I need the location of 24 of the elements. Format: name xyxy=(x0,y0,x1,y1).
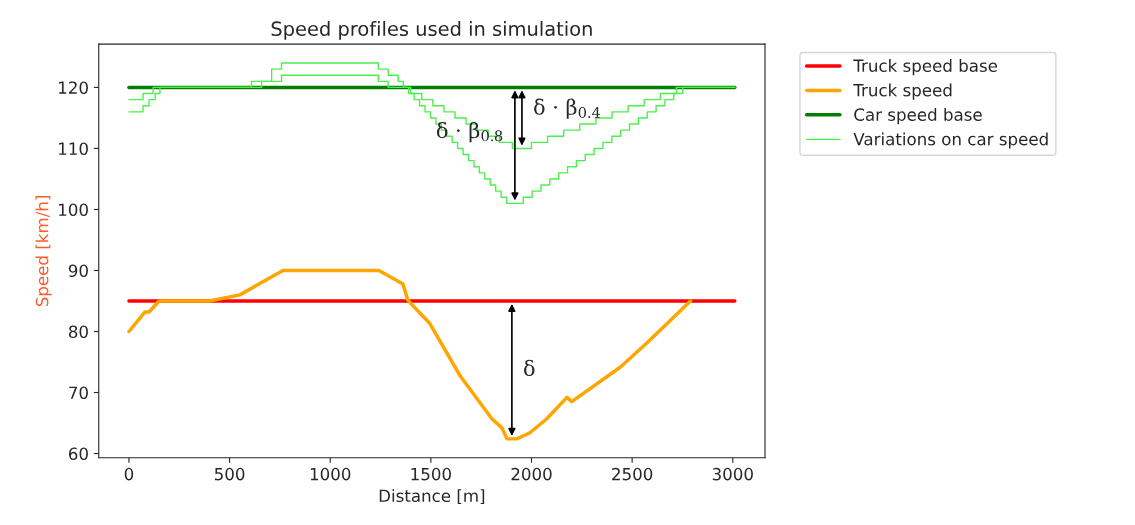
x-axis-title: Distance [m] xyxy=(379,489,485,505)
y-tick-label: 110 xyxy=(59,142,88,156)
x-tick-label: 3000 xyxy=(712,467,753,481)
chart-title: Speed profiles used in simulation xyxy=(271,20,592,40)
y-tick-label: 80 xyxy=(68,325,88,339)
x-tick-label: 1000 xyxy=(310,467,351,481)
legend-label: Car speed base xyxy=(854,108,982,125)
line-series xyxy=(127,268,693,441)
legend-label: Variations on car speed xyxy=(853,132,1048,149)
x-tick-label: 2000 xyxy=(511,467,552,481)
legend-label: Truck speed xyxy=(853,83,952,100)
x-tick-label: 1500 xyxy=(411,467,451,481)
annotation: δ xyxy=(524,359,535,376)
x-tick-label: 2500 xyxy=(612,467,653,481)
x-tick-label: 500 xyxy=(214,467,245,481)
legend-label: Truck speed base xyxy=(853,59,998,76)
y-tick-label: 60 xyxy=(68,447,88,461)
annotation: δ · β$_{0.4}$ xyxy=(534,98,601,119)
y-tick-label: 120 xyxy=(59,81,88,94)
y-axis-title: Speed [km/h] xyxy=(35,196,52,307)
x-tick-label: 0 xyxy=(124,467,134,481)
y-tick-label: 100 xyxy=(59,203,88,217)
y-tick-label: 90 xyxy=(68,264,88,278)
y-tick-label: 70 xyxy=(69,386,88,400)
